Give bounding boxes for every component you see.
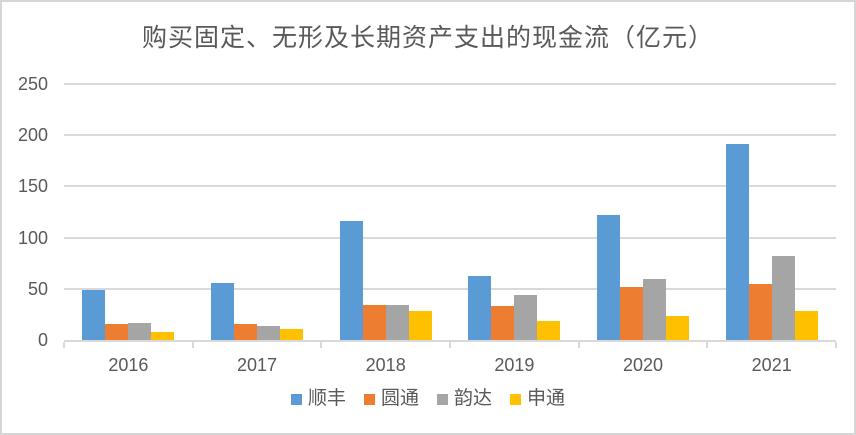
legend-label: 韵达 <box>454 388 493 409</box>
bar-2016-series <box>128 322 152 340</box>
bar-2019-series <box>468 275 492 340</box>
bar-2021-series <box>725 144 749 340</box>
x-tick-label: 2018 <box>365 355 406 375</box>
chart-title: 购买固定、无形及长期资产支出的现金流（亿元） <box>141 24 714 52</box>
y-tick-label: 50 <box>27 278 48 299</box>
legend-swatch-icon <box>437 393 448 405</box>
y-tick-label: 200 <box>17 125 48 146</box>
x-tick-label: 2016 <box>108 355 149 375</box>
bar-2019-series <box>514 294 538 340</box>
gridline <box>64 185 836 188</box>
bar-2020-series <box>643 278 667 340</box>
y-tick-label: 150 <box>17 176 48 197</box>
x-tick-label: 2020 <box>623 355 664 375</box>
x-axis-tick <box>191 342 194 348</box>
legend-label: 申通 <box>527 388 566 409</box>
gridline <box>64 236 836 239</box>
x-axis-line <box>64 340 836 342</box>
bar-2018-series <box>408 311 432 340</box>
x-tick-label: 2017 <box>236 355 278 375</box>
bar-2016-series <box>82 289 106 340</box>
legend-swatch-icon <box>510 393 522 405</box>
bar-group-2019 <box>450 84 579 340</box>
bar-2021-series <box>771 256 795 340</box>
bar-group-2020 <box>579 84 708 340</box>
bar-2016-series <box>151 331 175 340</box>
legend-swatch-icon <box>290 393 302 405</box>
bar-group-2016 <box>64 84 193 340</box>
legend-item-申通: 申通 <box>510 388 565 410</box>
x-axis-tick <box>320 342 323 348</box>
bar-2021-series <box>748 283 772 340</box>
bar-2018-series <box>362 305 386 340</box>
x-tick-label: 2019 <box>494 355 535 375</box>
legend-swatch-icon <box>363 393 375 405</box>
y-tick-label: 100 <box>17 227 48 248</box>
bar-2018-series <box>339 221 363 340</box>
bar-groups <box>64 84 836 340</box>
bar-2019-series <box>537 320 561 340</box>
bar-group-2018 <box>321 84 450 340</box>
bar-2020-series <box>620 286 644 340</box>
y-tick-label: 250 <box>17 74 48 94</box>
legend-label: 顺丰 <box>307 388 346 409</box>
bar-2017-series <box>257 325 280 340</box>
legend-item-圆通: 圆通 <box>363 388 419 410</box>
bar-2019-series <box>491 306 515 340</box>
x-axis-tick <box>706 342 709 348</box>
bar-2021-series <box>794 311 818 340</box>
x-axis-tick <box>449 342 451 348</box>
bar-2020-series <box>666 316 690 340</box>
x-axis-tick <box>63 342 65 348</box>
x-tick-label: 2021 <box>751 355 792 375</box>
bar-2017-series <box>211 282 234 340</box>
bar-group-2017 <box>193 84 322 340</box>
legend-label: 圆通 <box>380 388 419 409</box>
gridline <box>64 134 836 137</box>
bar-2016-series <box>105 323 129 340</box>
legend-item-韵达: 韵达 <box>437 388 492 410</box>
x-axis-tick <box>577 342 580 348</box>
y-tick-label: 0 <box>37 330 48 350</box>
y-axis: 0 50 100 150 200 250 <box>2 74 48 350</box>
bar-2017-series <box>280 328 303 340</box>
bar-group-2021 <box>707 84 836 340</box>
bar-2018-series <box>385 305 409 340</box>
x-axis-tick <box>835 342 837 348</box>
legend: 顺丰 圆通 韵达 申通 <box>2 388 854 410</box>
gridline <box>64 83 836 85</box>
bar-2017-series <box>234 323 257 340</box>
x-axis-labels: 2016 2017 2018 2019 2020 2021 <box>64 353 836 377</box>
bar-2020-series <box>597 215 621 340</box>
legend-item-顺丰: 顺丰 <box>290 388 346 410</box>
gridline <box>64 287 836 290</box>
plot-area <box>64 83 836 340</box>
